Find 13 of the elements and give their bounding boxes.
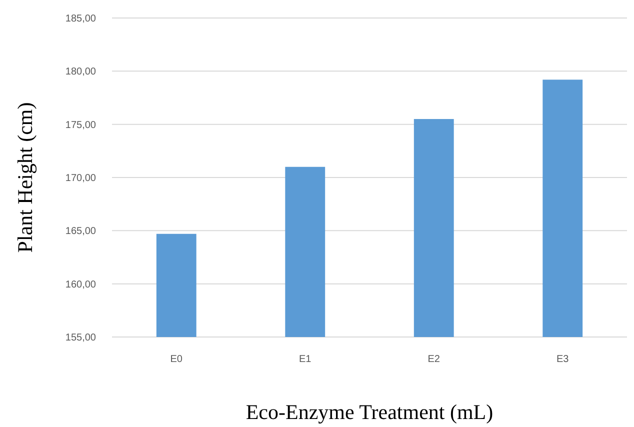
y-tick-label: 160,00 [65, 279, 96, 290]
y-tick-label: 175,00 [65, 120, 96, 131]
x-tick-label: E1 [299, 354, 312, 365]
y-tick-label: 155,00 [65, 332, 96, 344]
x-tick-label: E2 [428, 354, 440, 365]
y-axis-title: Plant Height (cm) [13, 102, 37, 253]
x-tick-label: E0 [170, 354, 183, 365]
x-axis-title: Eco-Enzyme Treatment (mL) [246, 400, 494, 424]
y-tick-label: 180,00 [65, 66, 96, 78]
y-tick-label: 185,00 [65, 14, 96, 24]
y-tick-label: 170,00 [65, 173, 96, 184]
x-tick-label: E3 [556, 354, 570, 365]
y-tick-label: 165,00 [65, 226, 96, 238]
